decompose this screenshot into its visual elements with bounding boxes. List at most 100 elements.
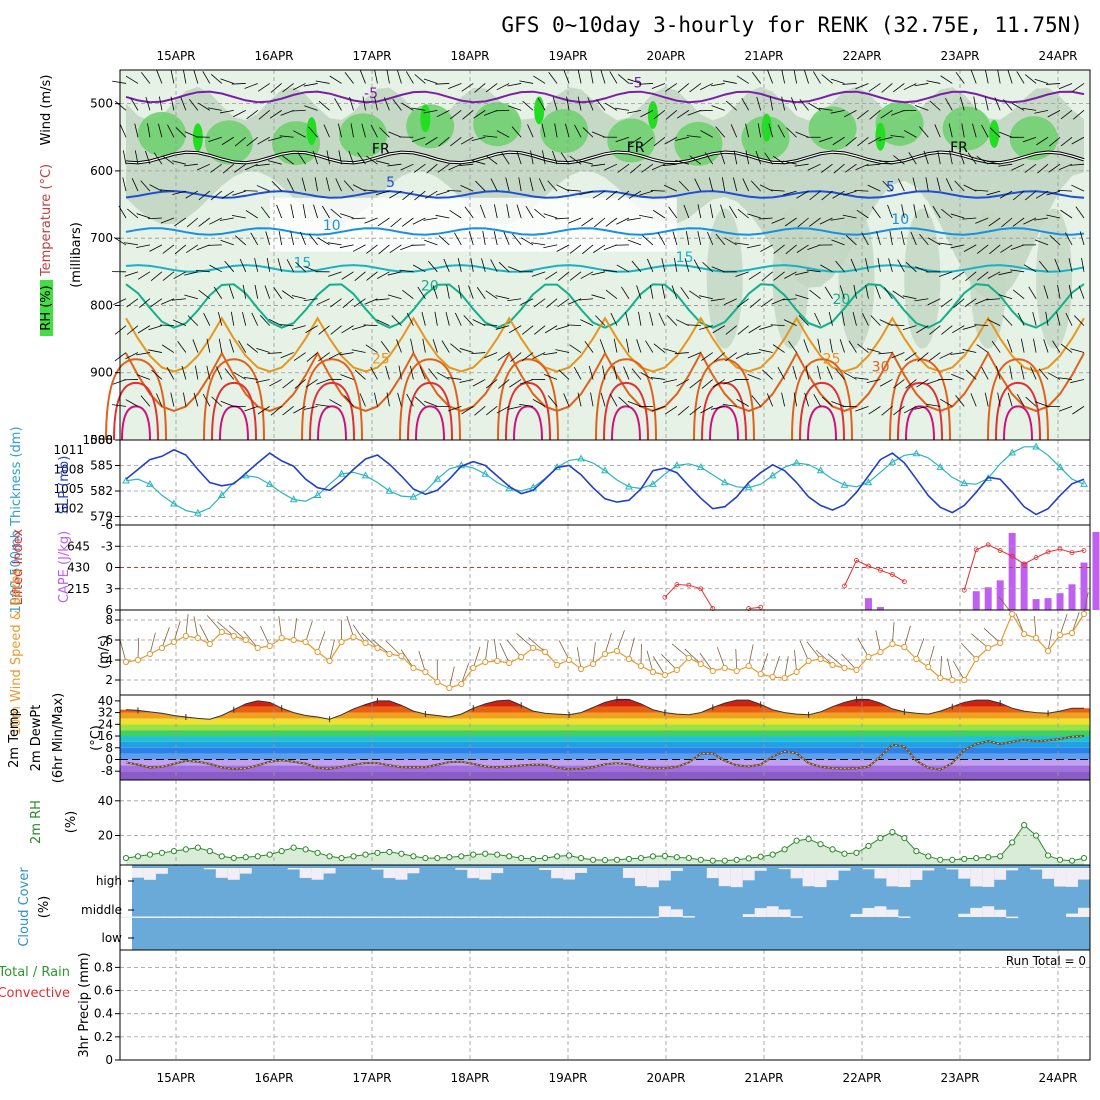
wind-speed-marker — [434, 678, 441, 686]
upper-wind-barb — [582, 127, 594, 138]
temp-contour-label: 20 — [832, 292, 850, 308]
upper-wind-barb — [725, 352, 737, 362]
upper-wind-barb — [868, 406, 881, 415]
upper-wind-barb — [1007, 69, 1013, 84]
cloud-middle-cell — [1078, 907, 1090, 917]
upper-wind-barb — [631, 260, 642, 273]
upper-wind-barb — [759, 325, 773, 330]
rh2m-marker — [889, 828, 896, 836]
upper-wind-barb — [362, 96, 366, 111]
lifted-index-axis-label: Lifted Index — [11, 528, 26, 605]
surface-wind-barb — [173, 620, 181, 643]
upper-wind-barb — [999, 190, 1013, 199]
upper-wind-barb — [715, 233, 726, 246]
upper-wind-barb — [861, 232, 869, 246]
surface-wind-barb — [329, 639, 335, 662]
hot-surface-contour — [693, 358, 755, 441]
upper-wind-barb — [435, 83, 450, 85]
upper-wind-barb — [338, 150, 342, 165]
upper-wind-barb — [322, 205, 330, 219]
upper-wind-barb — [923, 204, 929, 219]
wind-speed-marker — [709, 667, 716, 675]
upper-wind-barb — [926, 80, 941, 84]
wind-speed-marker — [781, 674, 788, 682]
upper-wind-barb — [627, 217, 641, 221]
upper-wind-barb — [124, 271, 139, 277]
upper-wind-barb — [343, 180, 354, 192]
rh2m-marker — [530, 855, 537, 863]
upper-wind-barb — [605, 190, 618, 201]
temp-contour-20 — [125, 283, 1085, 329]
lifted-index-marker — [890, 572, 895, 577]
upper-wind-barb — [689, 290, 702, 300]
upper-wind-barb — [558, 271, 570, 282]
cloud-high-cell — [994, 868, 1007, 880]
upper-wind-barb — [804, 69, 809, 84]
upper-wind-barb — [941, 208, 953, 219]
upper-wind-barb — [1009, 365, 1013, 380]
upper-wind-barb — [807, 244, 821, 251]
rh2m-marker — [937, 856, 944, 863]
upper-wind-barb — [192, 339, 199, 353]
cloud-middle-cell — [167, 916, 180, 918]
upper-wind-barb — [830, 109, 845, 114]
upper-wind-barb — [496, 406, 510, 414]
surface-wind-barb — [293, 618, 298, 641]
surface-wind-barb — [493, 639, 498, 662]
upper-wind-barb — [548, 72, 558, 84]
upper-wind-barb — [220, 239, 234, 246]
upper-wind-barb — [434, 311, 438, 326]
surface-wind-barb — [760, 653, 769, 675]
upper-wind-barb — [721, 177, 726, 192]
upper-wind-barb — [636, 285, 642, 299]
ytick-label: 600 — [90, 164, 113, 178]
upper-wind-barb — [729, 205, 738, 219]
upper-wind-barb — [281, 290, 294, 300]
precip-content: 00.20.40.60.8 — [94, 950, 1090, 1067]
upper-wind-barb — [845, 136, 857, 147]
upper-wind-barb — [352, 244, 366, 252]
upper-wind-barb — [378, 244, 390, 255]
cape-bar — [876, 607, 884, 610]
cloud-high-cell — [203, 868, 216, 870]
upper-wind-barb — [197, 102, 211, 111]
upper-wind-barb — [686, 324, 701, 327]
temp-contour-label: FR — [372, 141, 390, 157]
upper-wind-barb — [255, 163, 270, 167]
upper-wind-barb — [244, 405, 258, 412]
upper-wind-barb — [1022, 136, 1037, 143]
ytick-label: -8 — [101, 764, 113, 778]
wind-speed-marker — [158, 644, 166, 652]
upper-wind-barb — [986, 190, 1001, 196]
rh2m-marker — [697, 856, 704, 863]
rh2m-marker — [242, 854, 249, 861]
upper-wind-barb — [363, 189, 378, 192]
upper-wind-barb — [454, 312, 462, 326]
rh2m-marker — [206, 848, 213, 855]
upper-wind-barb — [137, 325, 151, 334]
upper-wind-barb — [481, 258, 486, 272]
wind-speed-marker — [506, 659, 513, 667]
upper-wind-barb — [831, 401, 845, 407]
surface-wind-barb — [206, 615, 223, 633]
upper-wind-barb — [485, 83, 498, 93]
upper-wind-barb — [126, 325, 139, 335]
upper-wind-barb — [162, 271, 175, 281]
rh2m-marker — [518, 854, 525, 862]
upper-wind-barb — [892, 83, 905, 93]
lifted-index-marker — [961, 587, 967, 593]
upper-wind-barb — [1048, 163, 1061, 173]
cloud-middle-cell — [754, 908, 767, 917]
surface-wind-barb — [646, 650, 654, 673]
upper-wind-barb — [351, 325, 366, 331]
upper-wind-barb — [293, 130, 306, 138]
surface-wind-barb — [1033, 616, 1037, 639]
cape-bar — [1032, 599, 1040, 610]
rh2m-marker — [278, 848, 285, 855]
upper-wind-barb — [668, 206, 678, 219]
upper-wind-barb — [170, 96, 175, 111]
cloud-middle-cell — [407, 916, 420, 918]
lifted-index-marker — [710, 606, 716, 611]
upper-wind-barb — [278, 231, 283, 245]
rh2m-marker — [769, 851, 776, 858]
